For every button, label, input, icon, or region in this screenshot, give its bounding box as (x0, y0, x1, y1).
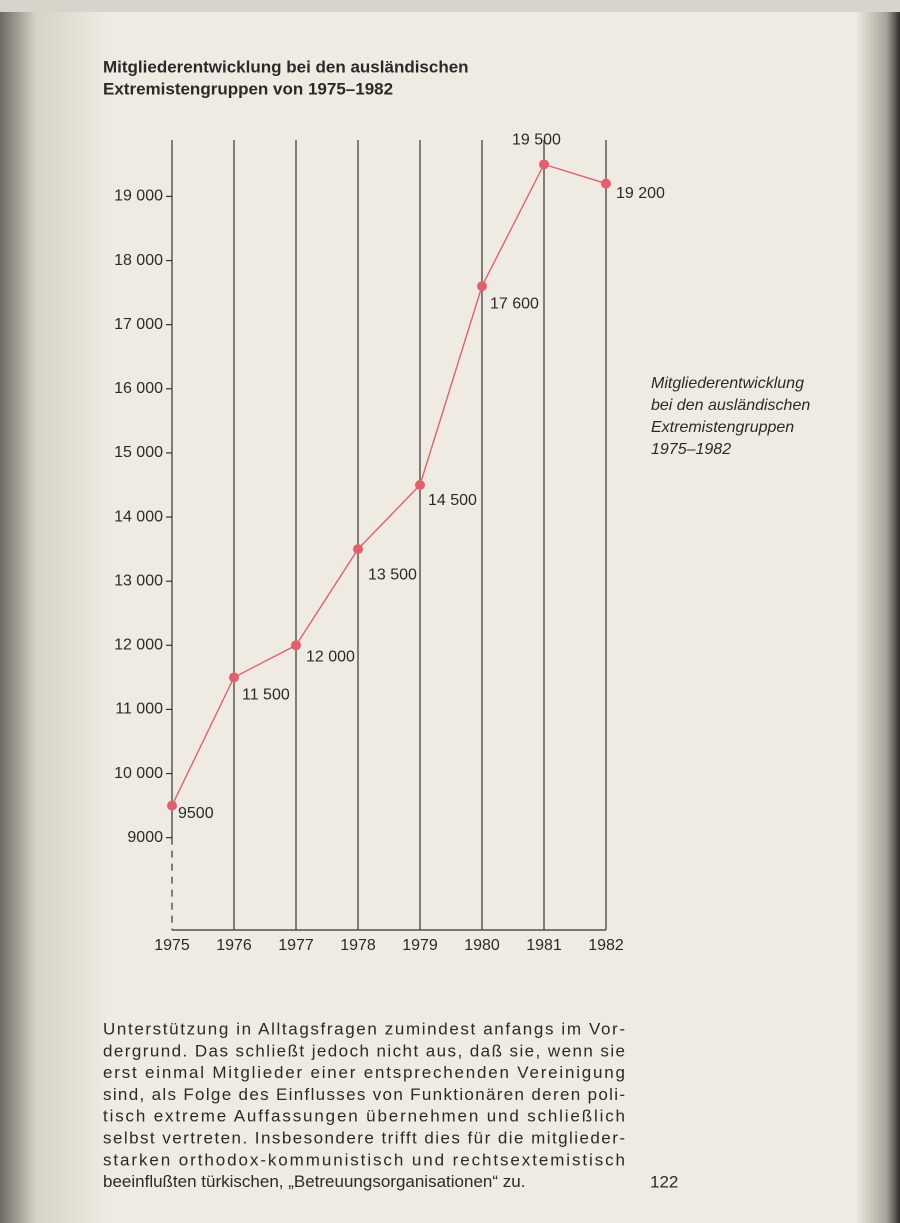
x-tick-label: 1980 (464, 937, 500, 954)
data-point (477, 281, 487, 292)
body-line: starken orthodox-kommunistisch und recht… (103, 1150, 625, 1169)
data-line (171, 163, 607, 806)
body-line: tisch extreme Auffassungen übernehmen un… (103, 1107, 625, 1126)
x-tick-label: 1975 (154, 937, 190, 954)
data-label: 12 000 (306, 649, 355, 666)
caption: 1975–1982 (651, 441, 731, 458)
caption: Extremistengruppen (651, 419, 794, 436)
y-tick-label: 9000 (127, 829, 163, 846)
y-tick-label: 14 000 (114, 508, 163, 525)
data-point (291, 640, 301, 651)
body-line: erst einmal Mitglieder einer entsprechen… (103, 1063, 625, 1082)
body-line: sind, als Folge des Einflusses von Funkt… (103, 1085, 625, 1104)
body-line: selbst vertreten. Insbesondere trifft di… (103, 1128, 625, 1147)
data-label: 19 200 (616, 185, 665, 202)
data-point (539, 159, 549, 170)
y-tick-label: 11 000 (115, 701, 163, 718)
x-tick-label: 1977 (278, 937, 314, 954)
y-tick-label: 15 000 (114, 444, 163, 461)
x-tick-label: 1979 (402, 937, 438, 954)
y-tick-label: 12 000 (114, 637, 163, 654)
data-point (353, 544, 363, 555)
body-line: Unterstützung in Alltagsfragen zumindest… (103, 1019, 625, 1038)
body-line: beeinflußten türkischen, „Betreuungsorga… (103, 1172, 525, 1191)
y-tick-label: 16 000 (114, 380, 163, 397)
data-point (167, 800, 177, 811)
body-text: Unterstützung in Alltagsfragen zumindest… (103, 1019, 625, 1191)
data-label: 9500 (178, 805, 214, 822)
caption: bei den ausländischen (651, 397, 810, 414)
data-label: 14 500 (428, 492, 477, 509)
data-label: 11 500 (242, 687, 290, 704)
y-tick-label: 10 000 (114, 765, 163, 782)
chart-title: Mitgliederentwicklung bei den ausländisc… (103, 57, 469, 76)
data-point (601, 178, 611, 189)
data-label: 13 500 (368, 566, 417, 583)
data-label: 19 500 (512, 132, 561, 149)
y-tick-label: 19 000 (114, 188, 163, 205)
page-number: 122 (650, 1172, 678, 1191)
caption: Mitgliederentwicklung (651, 375, 804, 392)
chart-title: Extremistengruppen von 1975–1982 (103, 79, 393, 98)
data-point (229, 672, 239, 683)
y-tick-label: 18 000 (114, 252, 163, 269)
x-tick-label: 1978 (340, 937, 376, 954)
data-point (415, 479, 425, 490)
x-tick-label: 1976 (216, 937, 252, 954)
y-tick-label: 17 000 (114, 316, 163, 333)
x-tick-label: 1981 (526, 937, 562, 954)
paper (0, 12, 900, 1223)
y-tick-label: 13 000 (114, 572, 163, 589)
x-tick-label: 1982 (588, 937, 624, 954)
plot: 1975 1976 1977 1978 1979 1980 1981 1982 9000 10 0… (114, 132, 665, 955)
body-line: dergrund. Das schließt jedoch nicht aus,… (103, 1041, 625, 1060)
data-label: 17 600 (490, 295, 539, 312)
